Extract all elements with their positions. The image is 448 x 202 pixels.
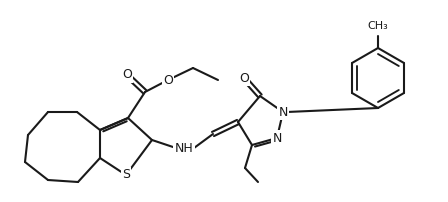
Text: S: S: [122, 168, 130, 182]
Text: CH₃: CH₃: [368, 21, 388, 31]
Text: N: N: [272, 132, 282, 144]
Text: O: O: [163, 74, 173, 86]
Text: O: O: [239, 72, 249, 84]
Text: O: O: [122, 68, 132, 81]
Text: NH: NH: [175, 141, 194, 155]
Text: N: N: [278, 105, 288, 119]
